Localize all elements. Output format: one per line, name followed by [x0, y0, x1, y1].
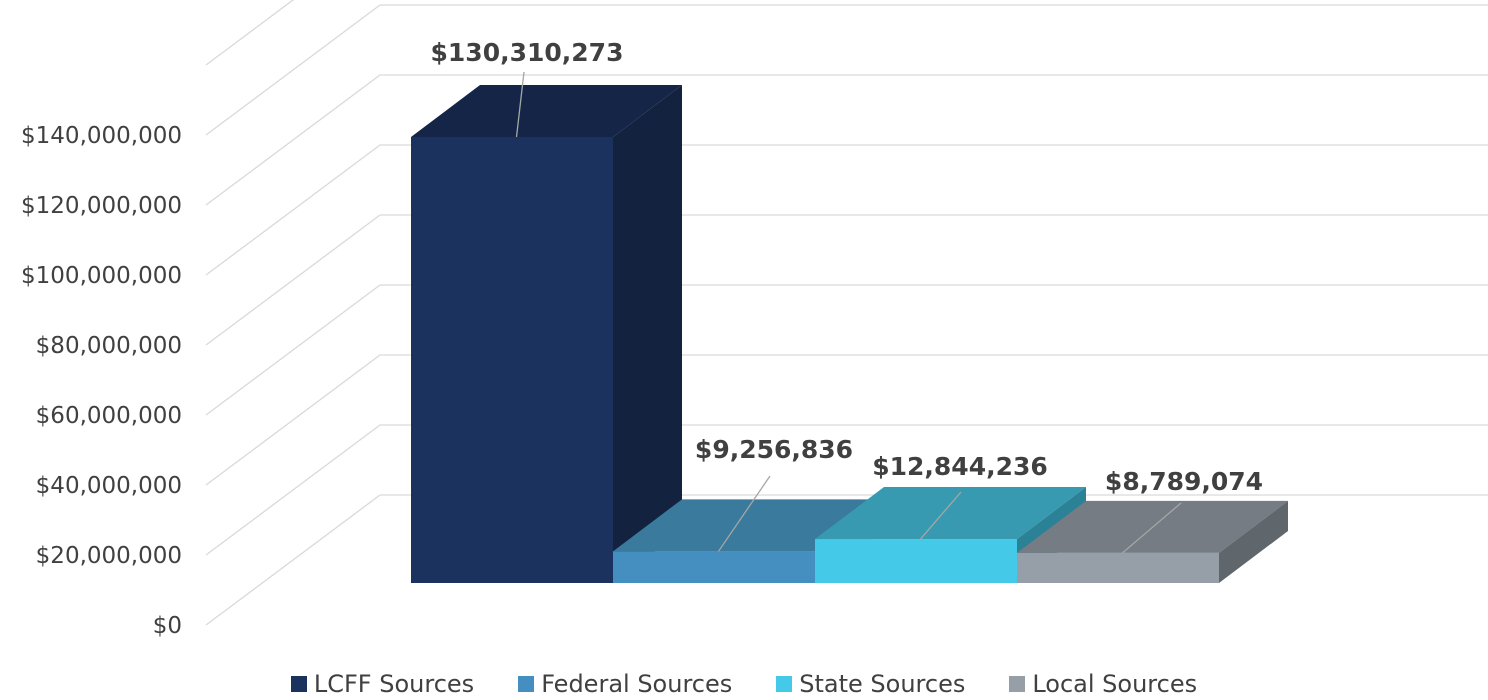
- y-tick-label: $100,000,000: [21, 263, 182, 289]
- gridline-diagonal: [205, 0, 295, 66]
- legend-label: Local Sources: [1032, 670, 1198, 698]
- bar-side: [613, 85, 682, 583]
- bar-top: [411, 85, 682, 137]
- bar-front: [411, 137, 613, 583]
- gridline-diagonal: [205, 354, 381, 486]
- gridline-diagonal: [205, 284, 381, 416]
- bar-front: [815, 539, 1017, 583]
- gridline-diagonal: [205, 494, 381, 626]
- y-tick-label: $60,000,000: [36, 403, 182, 429]
- y-tick-label: $0: [153, 613, 182, 639]
- legend-item: Local Sources: [1009, 670, 1197, 698]
- y-tick-label: $120,000,000: [21, 193, 182, 219]
- y-tick-label: $140,000,000: [21, 123, 182, 149]
- y-tick-label: $40,000,000: [36, 473, 182, 499]
- leader-line: [717, 475, 771, 552]
- legend-item: LCFF Sources: [290, 670, 475, 698]
- legend-swatch: [518, 676, 535, 692]
- gridline-diagonal: [205, 74, 381, 206]
- bar-front: [1017, 552, 1219, 583]
- gridline-diagonal: [205, 4, 381, 136]
- legend-swatch: [776, 676, 793, 692]
- y-tick-label: $20,000,000: [36, 543, 182, 569]
- data-label: $12,844,236: [872, 452, 1048, 481]
- legend-swatch: [290, 676, 307, 692]
- gridline-diagonal: [205, 214, 381, 346]
- bar-top: [815, 487, 1086, 540]
- legend-item: State Sources: [776, 670, 965, 698]
- legend-swatch: [1009, 676, 1026, 692]
- legend: LCFF Sources Federal Sources State Sources…: [0, 668, 1488, 700]
- bar-side: [1219, 500, 1288, 583]
- leader-line: [920, 491, 962, 540]
- legend-label: Federal Sources: [541, 670, 733, 698]
- legend-label: State Sources: [799, 670, 966, 698]
- data-label: $130,310,273: [431, 38, 624, 67]
- leader-line: [1122, 502, 1182, 554]
- gridline-diagonal: [205, 144, 381, 276]
- legend-item: Federal Sources: [518, 670, 732, 698]
- leader-line: [515, 71, 525, 138]
- bar-front: [613, 551, 815, 583]
- chart-area: $0 $20,000,000 $40,000,000 $60,000,000 $80,0…: [21, 0, 1488, 639]
- data-label: $8,789,074: [1105, 467, 1263, 496]
- legend-label: LCFF Sources: [313, 670, 475, 698]
- gridline-diagonal: [205, 424, 381, 556]
- y-tick-label: $80,000,000: [36, 333, 182, 359]
- data-label: $9,256,836: [695, 435, 853, 464]
